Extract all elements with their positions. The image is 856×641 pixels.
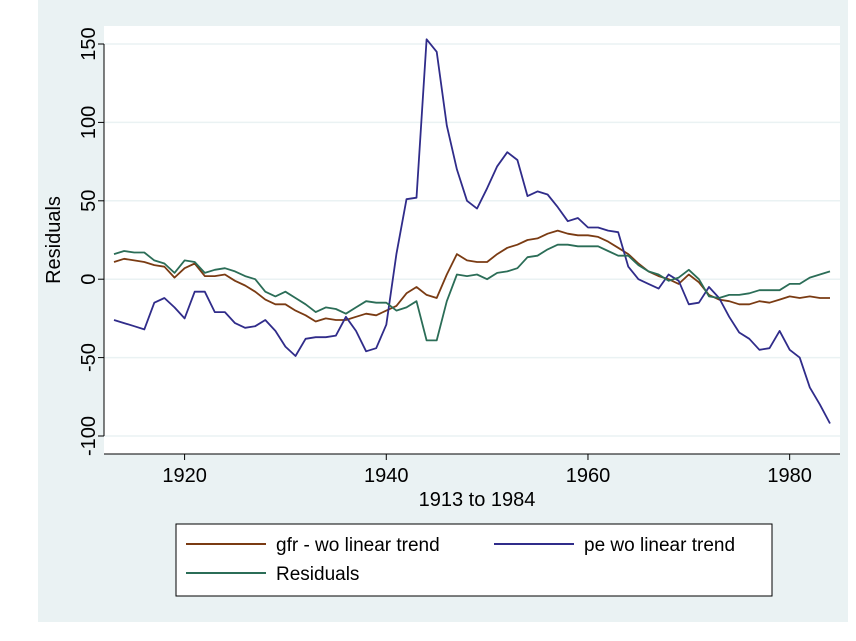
x-tick-label: 1940: [364, 465, 409, 487]
legend-label: gfr - wo linear trend: [276, 535, 440, 556]
y-tick-label: -100: [78, 416, 100, 456]
series-line-3: [113, 243, 831, 342]
y-tick-label: 150: [78, 27, 100, 60]
y-tick-label: 0: [78, 274, 100, 285]
series-line-2: [113, 38, 831, 424]
series-layer: [113, 38, 831, 424]
legend-box: [175, 523, 773, 597]
x-tick-label: 1920: [162, 465, 207, 487]
y-tick-label: -50: [78, 343, 100, 372]
series-line-1: [113, 229, 830, 323]
y-tick-label: 100: [78, 106, 100, 139]
x-axis-label: 1913 to 1984: [419, 489, 536, 511]
plot-area: [104, 26, 840, 454]
x-axis: 1920 1940 1960 1980: [104, 453, 840, 487]
y-axis-label: Residuals: [43, 196, 65, 284]
legend: gfr - wo linear trend pe wo linear trend R…: [175, 523, 773, 597]
gridlines: [104, 43, 840, 437]
x-tick-label: 1980: [767, 465, 812, 487]
x-tick-label: 1960: [566, 465, 611, 487]
legend-label: pe wo linear trend: [584, 535, 735, 556]
y-tick-label: 50: [78, 190, 100, 212]
legend-label: Residuals: [276, 564, 359, 585]
y-axis: -100 -50 0 50 100 150: [78, 27, 105, 456]
